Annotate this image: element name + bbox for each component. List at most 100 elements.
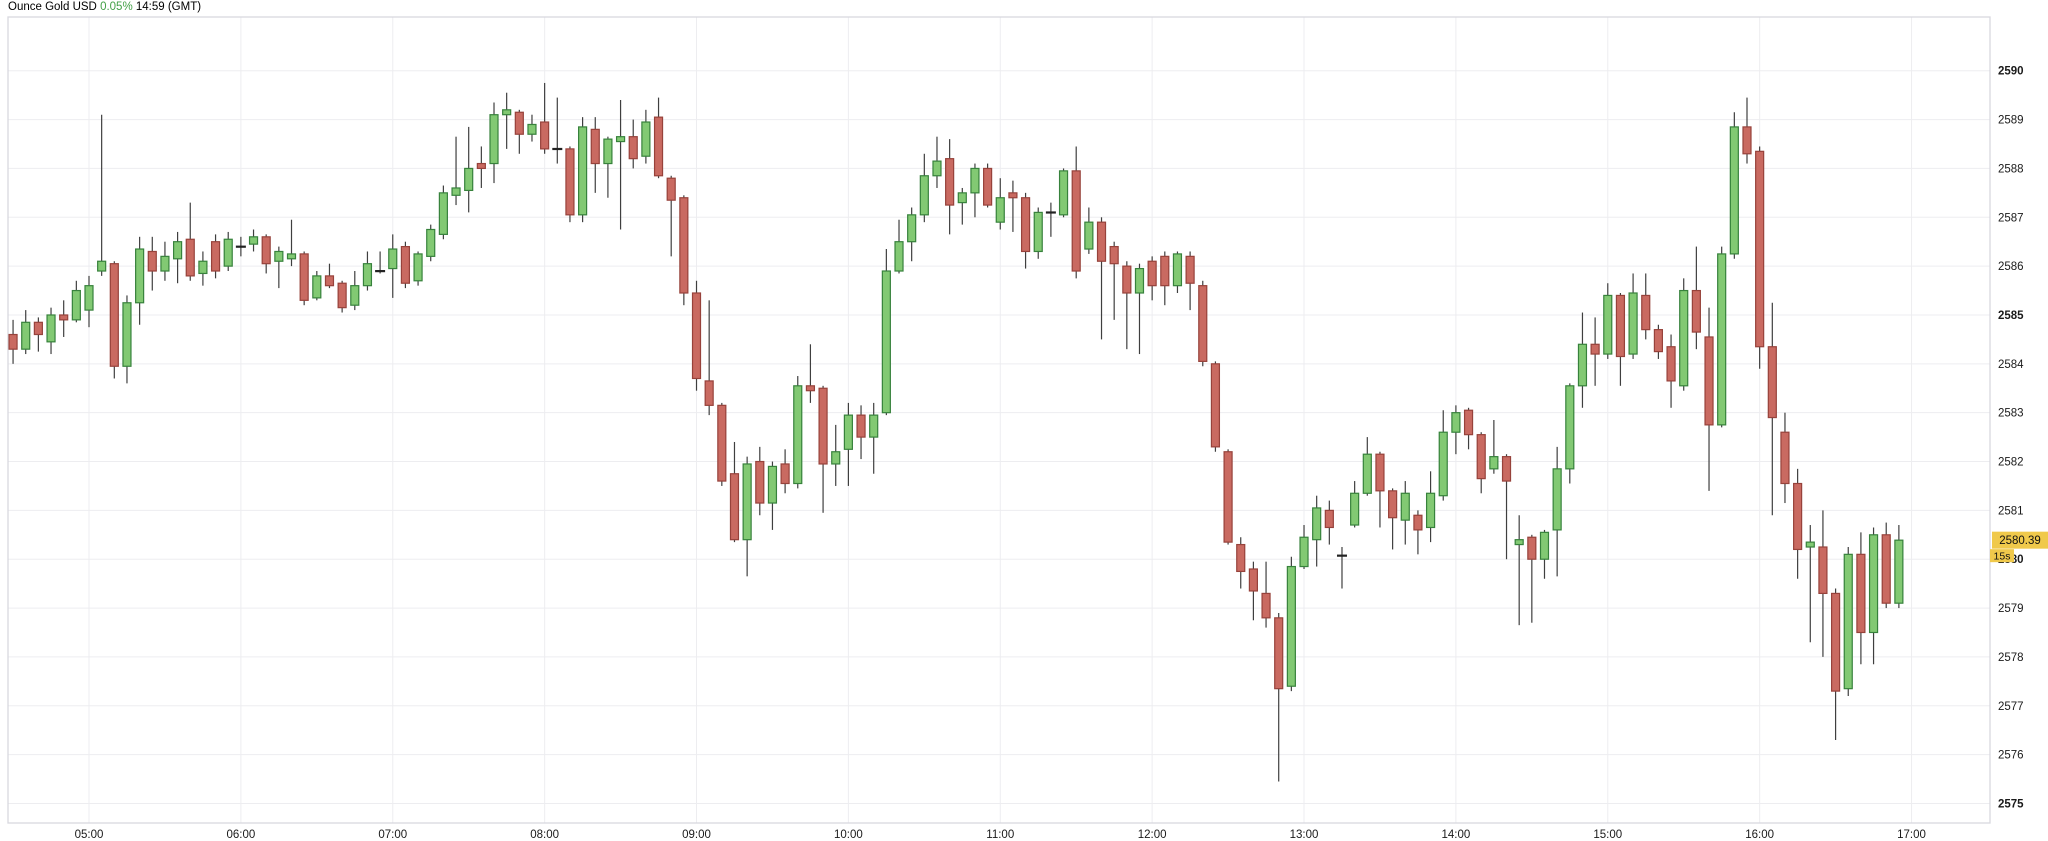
price-tick-label: 2590: [1998, 66, 2024, 78]
candle-body-up: [907, 214, 917, 243]
candle: [1843, 547, 1853, 696]
candle: [413, 251, 423, 286]
candle: [8, 319, 18, 364]
candle: [578, 117, 588, 223]
candle-body-down: [1160, 255, 1170, 287]
candle: [46, 307, 56, 355]
candle-body-up: [1400, 492, 1410, 521]
candle: [1780, 412, 1790, 504]
candle-body-up: [1805, 541, 1815, 548]
candle: [71, 280, 81, 323]
candle-body-up: [919, 175, 929, 216]
candle: [1109, 241, 1119, 320]
candle-body-up: [1489, 456, 1499, 470]
candle-body-up: [1729, 126, 1739, 255]
candle: [881, 249, 891, 416]
candle-body-up: [603, 138, 613, 165]
candle: [894, 219, 904, 274]
candle: [1641, 273, 1651, 340]
time-tick-label: 09:00: [682, 829, 711, 841]
candle: [362, 251, 373, 291]
candle-doji-body: [1336, 554, 1347, 557]
candle: [248, 229, 259, 252]
candle-body-down: [1780, 431, 1790, 485]
price-tick-label: 2585: [1998, 310, 2024, 322]
candle: [1375, 451, 1385, 528]
candle: [843, 402, 853, 486]
candle-body-down: [780, 463, 790, 485]
candle-body-down: [476, 162, 486, 170]
candle-body-down: [1109, 245, 1119, 265]
candle: [615, 100, 626, 230]
candle: [780, 449, 790, 494]
candle-body-up: [248, 236, 259, 245]
candle-body-up: [1628, 292, 1638, 355]
candle-body-down: [666, 177, 676, 201]
candle-body-up: [274, 250, 284, 262]
candle-body-down: [1704, 336, 1714, 426]
candle-body-down: [1501, 456, 1512, 482]
time-tick-label: 11:00: [986, 829, 1014, 841]
candle: [1261, 561, 1271, 628]
candle: [995, 178, 1005, 230]
candle-body-up: [362, 263, 373, 287]
candle: [856, 405, 866, 460]
candle: [767, 461, 778, 530]
candle-doji-body: [375, 270, 386, 273]
candle: [793, 376, 803, 489]
candle-body-down: [1388, 490, 1398, 519]
candle: [1679, 278, 1689, 391]
candle-body-up: [1868, 534, 1879, 634]
candle: [299, 251, 309, 306]
candle-body-down: [1615, 294, 1626, 358]
candle-body-down: [1767, 346, 1777, 419]
current-price-marker: 2580.39 15s: [1990, 531, 2048, 563]
candle: [1388, 488, 1398, 550]
candle-body-down: [945, 158, 955, 206]
candle: [426, 224, 436, 262]
candle-body-down: [540, 121, 550, 150]
candle-body-down: [704, 380, 714, 406]
candle: [818, 385, 828, 513]
time-axis[interactable]: 05:00 06:00 07:00 08:00 09:00 10:00 11:00 12:00…: [75, 829, 1926, 841]
candle-body-down: [1008, 192, 1018, 199]
candle: [1577, 312, 1588, 408]
candle: [932, 136, 942, 188]
candle: [1425, 471, 1436, 543]
candle: [957, 187, 967, 225]
candle-body-up: [502, 109, 512, 116]
candle-body-down: [1755, 150, 1765, 348]
candle-body-down: [1096, 221, 1107, 262]
candle-body-up: [1603, 294, 1613, 355]
candle: [476, 146, 486, 188]
candle-body-up: [1172, 253, 1183, 287]
candle-body-up: [995, 197, 1005, 223]
candle-body-down: [1147, 260, 1157, 287]
candle-body-down: [1375, 453, 1385, 492]
candle-body-up: [742, 463, 752, 541]
candle: [755, 446, 765, 516]
candle: [1856, 532, 1866, 665]
candle: [400, 241, 411, 289]
candle-body-up: [843, 414, 853, 450]
candle-body-down: [1742, 126, 1752, 155]
candle-body-down: [210, 241, 221, 272]
candle: [679, 195, 689, 306]
candle-body-up: [97, 260, 107, 272]
candle: [641, 109, 651, 164]
candle-body-down: [717, 404, 727, 482]
candle-body-up: [71, 289, 81, 321]
candle-body-up: [1679, 289, 1689, 387]
time-tick-label: 07:00: [378, 829, 407, 841]
candle-body-down: [1210, 363, 1221, 448]
candle-body-down: [1248, 568, 1258, 592]
instrument-name: Ounce Gold USD: [8, 1, 97, 13]
candle-body-up: [1299, 536, 1309, 568]
candle-body-down: [653, 116, 664, 177]
chart-title: Ounce Gold USD 0.05% 14:59 (GMT): [8, 1, 201, 13]
candle: [1299, 525, 1309, 569]
candle: [983, 163, 993, 208]
candle: [286, 219, 297, 267]
